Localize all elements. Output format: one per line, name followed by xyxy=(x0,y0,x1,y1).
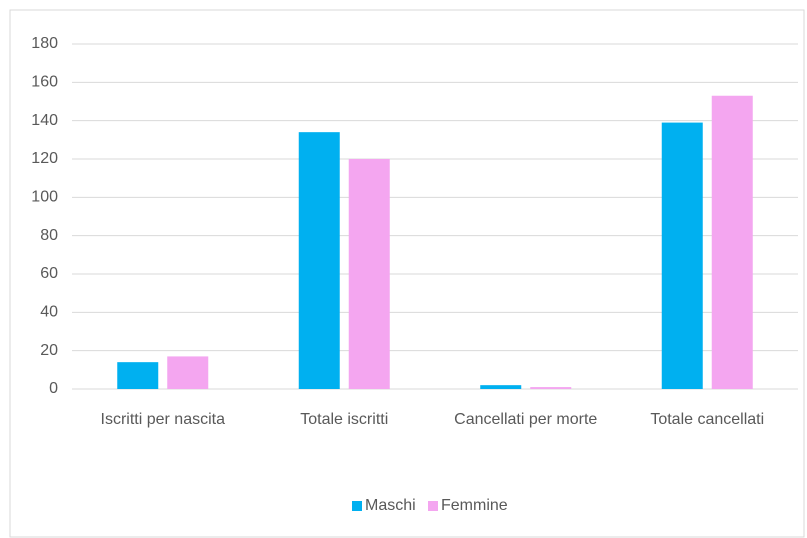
y-tick-label: 80 xyxy=(40,227,58,244)
y-tick-label: 160 xyxy=(31,74,58,91)
bar xyxy=(117,362,159,389)
y-tick-label: 100 xyxy=(31,189,58,206)
y-tick-label: 140 xyxy=(31,112,58,129)
bar xyxy=(298,132,340,389)
bar xyxy=(530,387,572,389)
legend-swatch xyxy=(428,501,438,511)
legend-swatch xyxy=(352,501,362,511)
bar xyxy=(167,356,209,389)
x-tick-label: Iscritti per nascita xyxy=(100,411,225,428)
bar xyxy=(661,122,703,389)
y-tick-label: 120 xyxy=(31,150,58,167)
bar xyxy=(348,159,390,389)
x-tick-label: Totale cancellati xyxy=(650,411,765,428)
legend-label: Maschi xyxy=(365,497,416,514)
y-tick-label: 180 xyxy=(31,35,58,52)
bar xyxy=(711,95,753,389)
y-tick-label: 40 xyxy=(40,304,58,321)
legend-label: Femmine xyxy=(441,497,508,514)
y-tick-label: 20 xyxy=(40,342,58,359)
y-tick-label: 0 xyxy=(49,380,58,397)
x-tick-label: Totale iscritti xyxy=(300,411,389,428)
bar xyxy=(480,385,522,389)
x-tick-label: Cancellati per morte xyxy=(454,411,598,428)
y-tick-label: 60 xyxy=(40,265,58,282)
